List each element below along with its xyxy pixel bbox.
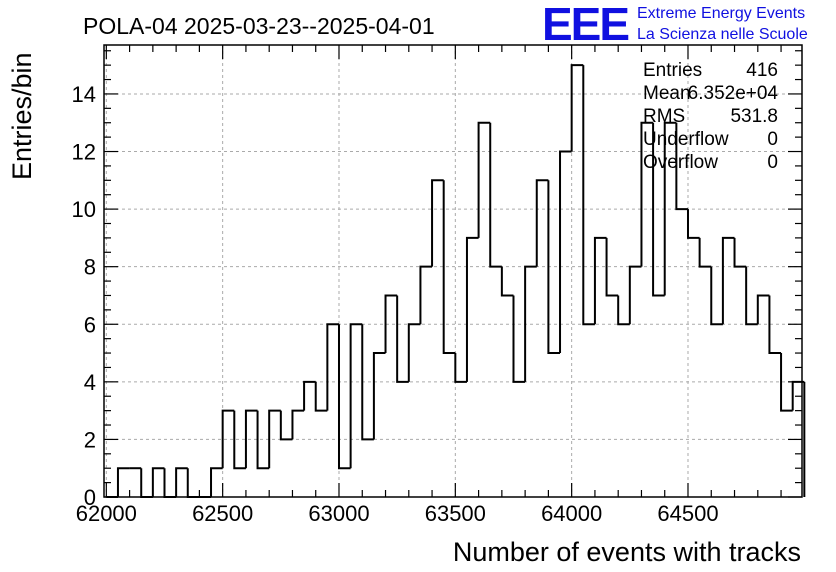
x-axis-label: Number of events with tracks [453, 537, 801, 567]
logo-line-2: La Scienza nelle Scuole [637, 26, 808, 43]
histogram-bin [396, 295, 409, 383]
tick-labels: 62000 62500 63000 63500 64000 64500 0 2 4 6 8 10 12 1… [72, 82, 719, 526]
histogram-bin [593, 236, 607, 325]
histogram-bin [756, 294, 770, 325]
histogram-bin [559, 150, 572, 354]
stat-value: 6.352e+04 [688, 83, 779, 104]
histogram-bin [582, 65, 595, 326]
histogram-bin [454, 353, 467, 383]
histogram-bin [500, 266, 514, 297]
histogram-bin [210, 467, 223, 497]
histogram-bin [349, 323, 363, 469]
histogram-bin [640, 121, 654, 267]
histogram-bin [431, 179, 444, 267]
eee-logo: EEE Extreme Energy Events La Scienza nel… [542, 0, 808, 50]
stat-value: 0 [767, 129, 778, 150]
histogram-bin [617, 295, 630, 326]
histogram-bin [372, 352, 386, 440]
histogram-bin [524, 265, 537, 382]
stat-value: 416 [746, 60, 778, 81]
axis-ticks [104, 45, 802, 498]
histogram-bin [442, 180, 456, 355]
histogram-bin [291, 409, 305, 440]
stat-label: Overflow [643, 152, 718, 173]
logo-mark: EEE [542, 0, 628, 50]
y-axis-label: Entries/bin [7, 52, 37, 180]
histogram-bin [547, 180, 561, 355]
histogram-bin [628, 265, 642, 325]
histogram-bin [745, 266, 758, 326]
histogram-bin [477, 121, 491, 238]
histogram-bin [186, 468, 200, 498]
histogram-bin [512, 295, 526, 383]
chart-title: POLA-04 2025-03-23--2025-04-01 [83, 13, 435, 39]
histogram-bin [686, 209, 700, 239]
plot-frame [103, 44, 803, 498]
stat-value: 0 [767, 152, 778, 173]
y-tick-label: 12 [72, 140, 96, 165]
stat-label: RMS [643, 106, 685, 127]
histogram-bin [268, 409, 281, 469]
histogram-bin [337, 324, 351, 470]
histogram-bin [279, 410, 293, 441]
histogram-bin [780, 353, 793, 412]
x-tick-label: 62500 [192, 501, 253, 526]
histogram-bin [233, 410, 246, 470]
x-tick-label: 64000 [541, 501, 602, 526]
histogram-bin [314, 381, 328, 412]
x-tick-label: 62000 [76, 501, 137, 526]
stat-value: 531.8 [730, 106, 778, 127]
histogram-bin [244, 409, 258, 469]
y-tick-label: 8 [84, 255, 96, 280]
histogram-bin [535, 179, 549, 267]
histogram-bin [116, 467, 130, 497]
x-tick-label: 63500 [425, 501, 486, 526]
histogram-bin [768, 295, 782, 355]
histogram-bin [256, 410, 270, 470]
histogram-bin [710, 266, 723, 326]
y-tick-label: 14 [72, 82, 96, 107]
y-tick-label: 0 [84, 485, 96, 510]
histogram-bin [733, 237, 747, 268]
x-tick-label: 64500 [657, 501, 718, 526]
grid-lines [104, 45, 802, 498]
histogram-bin [384, 294, 398, 354]
histogram-bin [698, 237, 712, 268]
histogram-bin [407, 323, 421, 382]
y-tick-label: 6 [84, 312, 96, 337]
histogram-bin [163, 468, 177, 498]
logo-line-1: Extreme Energy Events [637, 5, 805, 22]
histogram-bin [652, 122, 665, 297]
stat-label: Entries [643, 60, 702, 81]
y-tick-label: 4 [84, 370, 96, 395]
stat-label: Mean [643, 83, 691, 104]
histogram-bin [663, 121, 677, 296]
histogram-bin [140, 468, 153, 498]
histogram-bin [465, 236, 479, 382]
histogram-bin [326, 323, 339, 411]
x-tick-label: 63000 [308, 501, 369, 526]
y-tick-label: 2 [84, 427, 96, 452]
histogram-bin [175, 467, 188, 497]
histogram-bin [605, 237, 619, 297]
stat-label: Underflow [643, 129, 729, 150]
histogram-bin [489, 122, 502, 268]
histogram-bin [221, 409, 235, 469]
histogram-bin [675, 122, 688, 211]
y-tick-label: 10 [72, 197, 96, 222]
histogram-bin [361, 324, 374, 441]
histogram-bin [570, 64, 584, 152]
histogram-bin [721, 236, 735, 325]
histogram-bin [419, 265, 433, 325]
histogram-bin [303, 380, 316, 411]
histogram-bin [151, 467, 165, 497]
